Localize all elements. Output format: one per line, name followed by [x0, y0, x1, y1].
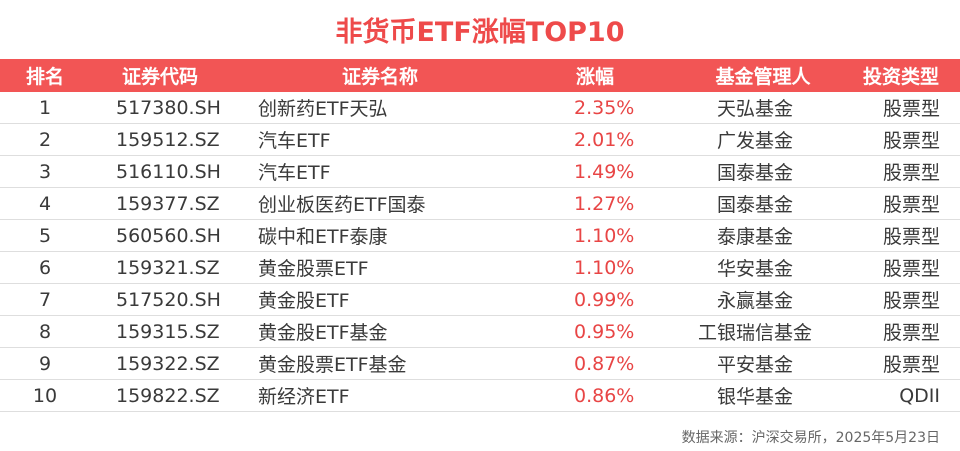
- table-row: 9 159322.SZ 黄金股票ETF基金 0.87% 平安基金 股票型: [0, 348, 960, 380]
- type-cell: 股票型: [882, 290, 940, 312]
- rank-cell: 5: [38, 224, 52, 247]
- rank-cell: 7: [38, 288, 52, 311]
- rank-cell: 6: [38, 256, 52, 279]
- change-cell: 2.01%: [574, 128, 635, 151]
- table-row: 5 560560.SH 碳中和ETF泰康 1.10% 泰康基金 股票型: [0, 220, 960, 252]
- manager-cell: 天弘基金: [716, 98, 793, 120]
- code-cell: 159321.SZ: [116, 256, 220, 279]
- change-cell: 1.49%: [574, 160, 635, 183]
- etf-table: 排名 证券代码 证券名称 涨幅 基金管理人 投资类型 1 517380.SH 创…: [0, 59, 960, 412]
- change-cell: 0.99%: [574, 288, 635, 311]
- type-cell: 股票型: [882, 322, 940, 344]
- manager-cell: 银华基金: [716, 386, 793, 408]
- header-type: 投资类型: [862, 66, 939, 88]
- type-cell: 股票型: [882, 98, 940, 120]
- table-row: 4 159377.SZ 创业板医药ETF国泰 1.27% 国泰基金 股票型: [0, 188, 960, 220]
- table-row: 7 517520.SH 黄金股ETF 0.99% 永赢基金 股票型: [0, 284, 960, 316]
- name-cell: 黄金股票ETF基金: [258, 354, 407, 376]
- type-cell: 股票型: [882, 130, 940, 152]
- name-cell: 新经济ETF: [258, 386, 350, 408]
- code-cell: 159377.SZ: [116, 192, 220, 215]
- code-cell: 516110.SH: [116, 160, 221, 183]
- change-cell: 0.87%: [574, 352, 635, 375]
- code-cell: 159512.SZ: [116, 128, 220, 151]
- manager-cell: 广发基金: [716, 130, 793, 152]
- data-source-note: 数据来源：沪深交易所，2025年5月23日: [681, 430, 940, 446]
- change-cell: 1.10%: [574, 256, 635, 279]
- rank-cell: 2: [38, 128, 52, 151]
- manager-cell: 永赢基金: [716, 290, 793, 312]
- type-cell: 股票型: [882, 258, 940, 280]
- header-change: 涨幅: [575, 66, 614, 88]
- page-title: 非货币ETF涨幅TOP10: [335, 17, 625, 48]
- header-code: 证券代码: [121, 66, 198, 88]
- name-cell: 黄金股ETF: [258, 290, 350, 312]
- manager-cell: 国泰基金: [716, 194, 793, 216]
- name-cell: 创业板医药ETF国泰: [258, 194, 426, 216]
- change-cell: 1.10%: [574, 224, 635, 247]
- rank-cell: 9: [38, 352, 52, 375]
- change-cell: 1.27%: [574, 192, 635, 215]
- manager-cell: 华安基金: [716, 258, 793, 280]
- table-row: 10 159822.SZ 新经济ETF 0.86% 银华基金 QDII: [0, 380, 960, 412]
- header-name: 证券名称: [341, 66, 418, 88]
- rank-cell: 1: [38, 96, 52, 119]
- type-cell: QDII: [899, 384, 940, 407]
- name-cell: 汽车ETF: [258, 130, 331, 152]
- manager-cell: 泰康基金: [716, 226, 793, 248]
- table-row: 8 159315.SZ 黄金股ETF基金 0.95% 工银瑞信基金 股票型: [0, 316, 960, 348]
- rank-cell: 10: [32, 384, 58, 407]
- rank-cell: 4: [38, 192, 52, 215]
- change-cell: 2.35%: [574, 96, 635, 119]
- rank-cell: 3: [38, 160, 52, 183]
- table-row: 2 159512.SZ 汽车ETF 2.01% 广发基金 股票型: [0, 124, 960, 156]
- code-cell: 517520.SH: [116, 288, 221, 311]
- manager-cell: 平安基金: [716, 354, 793, 376]
- table-header: 排名 证券代码 证券名称 涨幅 基金管理人 投资类型: [0, 59, 960, 92]
- type-cell: 股票型: [882, 354, 940, 376]
- name-cell: 碳中和ETF泰康: [258, 226, 388, 248]
- code-cell: 560560.SH: [116, 224, 221, 247]
- table-row: 3 516110.SH 汽车ETF 1.49% 国泰基金 股票型: [0, 156, 960, 188]
- code-cell: 159322.SZ: [116, 352, 220, 375]
- manager-cell: 工银瑞信基金: [697, 322, 812, 344]
- name-cell: 黄金股票ETF: [258, 258, 369, 280]
- manager-cell: 国泰基金: [716, 162, 793, 184]
- change-cell: 0.86%: [574, 384, 635, 407]
- name-cell: 黄金股ETF基金: [258, 322, 388, 344]
- type-cell: 股票型: [882, 162, 940, 184]
- change-cell: 0.95%: [574, 320, 635, 343]
- table-row: 1 517380.SH 创新药ETF天弘 2.35% 天弘基金 股票型: [0, 92, 960, 124]
- header-rank: 排名: [25, 66, 64, 88]
- code-cell: 159315.SZ: [116, 320, 220, 343]
- name-cell: 汽车ETF: [258, 162, 331, 184]
- name-cell: 创新药ETF天弘: [258, 98, 388, 120]
- header-manager: 基金管理人: [715, 66, 811, 88]
- code-cell: 517380.SH: [116, 96, 221, 119]
- rank-cell: 8: [38, 320, 52, 343]
- code-cell: 159822.SZ: [116, 384, 220, 407]
- table-row: 6 159321.SZ 黄金股票ETF 1.10% 华安基金 股票型: [0, 252, 960, 284]
- type-cell: 股票型: [882, 226, 940, 248]
- type-cell: 股票型: [882, 194, 940, 216]
